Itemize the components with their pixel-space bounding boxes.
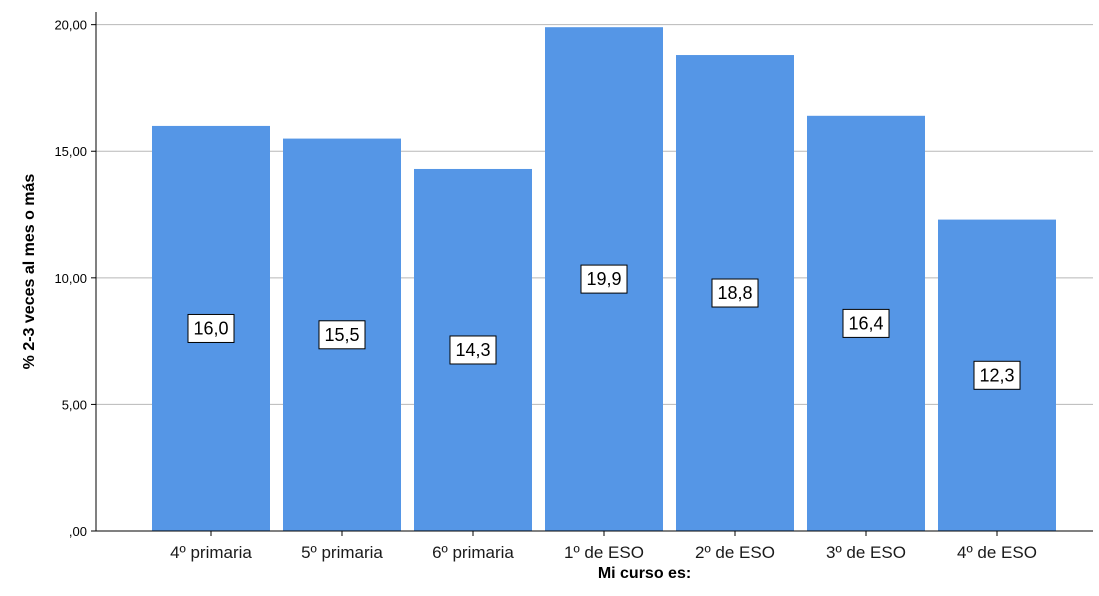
data-label-box	[711, 278, 759, 308]
y-axis-title: % 2-3 veces al mes o más	[21, 174, 38, 370]
x-tick-label: 4º de ESO	[957, 543, 1037, 562]
y-tick-label: 5,00	[62, 397, 87, 412]
x-tick-label: 5º primaria	[301, 543, 383, 562]
data-label-box	[580, 264, 628, 294]
data-label: 15,5	[324, 325, 359, 345]
data-label-box	[318, 320, 366, 350]
data-label: 16,0	[193, 318, 228, 338]
data-label-box	[973, 360, 1021, 390]
y-ticks: ,00 5,00 10,00 15,00 20,00	[54, 18, 96, 539]
data-label: 18,8	[717, 283, 752, 303]
data-label: 14,3	[455, 340, 490, 360]
y-tick-label: 10,00	[54, 271, 87, 286]
data-label-box	[449, 335, 497, 365]
x-tick-label: 4º primaria	[170, 543, 252, 562]
y-tick-label: ,00	[69, 524, 87, 539]
x-tick-label: 2º de ESO	[695, 543, 775, 562]
data-labels: 16,0 15,5 14,3 19,9 18,8 16,4 12,3	[187, 264, 1021, 390]
x-ticks: 4º primaria 5º primaria 6º primaria 1º de E…	[170, 531, 1037, 562]
y-tick-label: 15,00	[54, 144, 87, 159]
x-tick-label: 3º de ESO	[826, 543, 906, 562]
data-label: 19,9	[586, 269, 621, 289]
data-label: 16,4	[848, 313, 883, 333]
x-tick-label: 6º primaria	[432, 543, 514, 562]
data-label-box	[187, 313, 235, 343]
x-axis-title: Mi curso es:	[598, 565, 691, 582]
y-tick-label: 20,00	[54, 18, 87, 33]
data-label: 12,3	[979, 365, 1014, 385]
x-tick-label: 1º de ESO	[564, 543, 644, 562]
data-label-box	[842, 308, 890, 338]
